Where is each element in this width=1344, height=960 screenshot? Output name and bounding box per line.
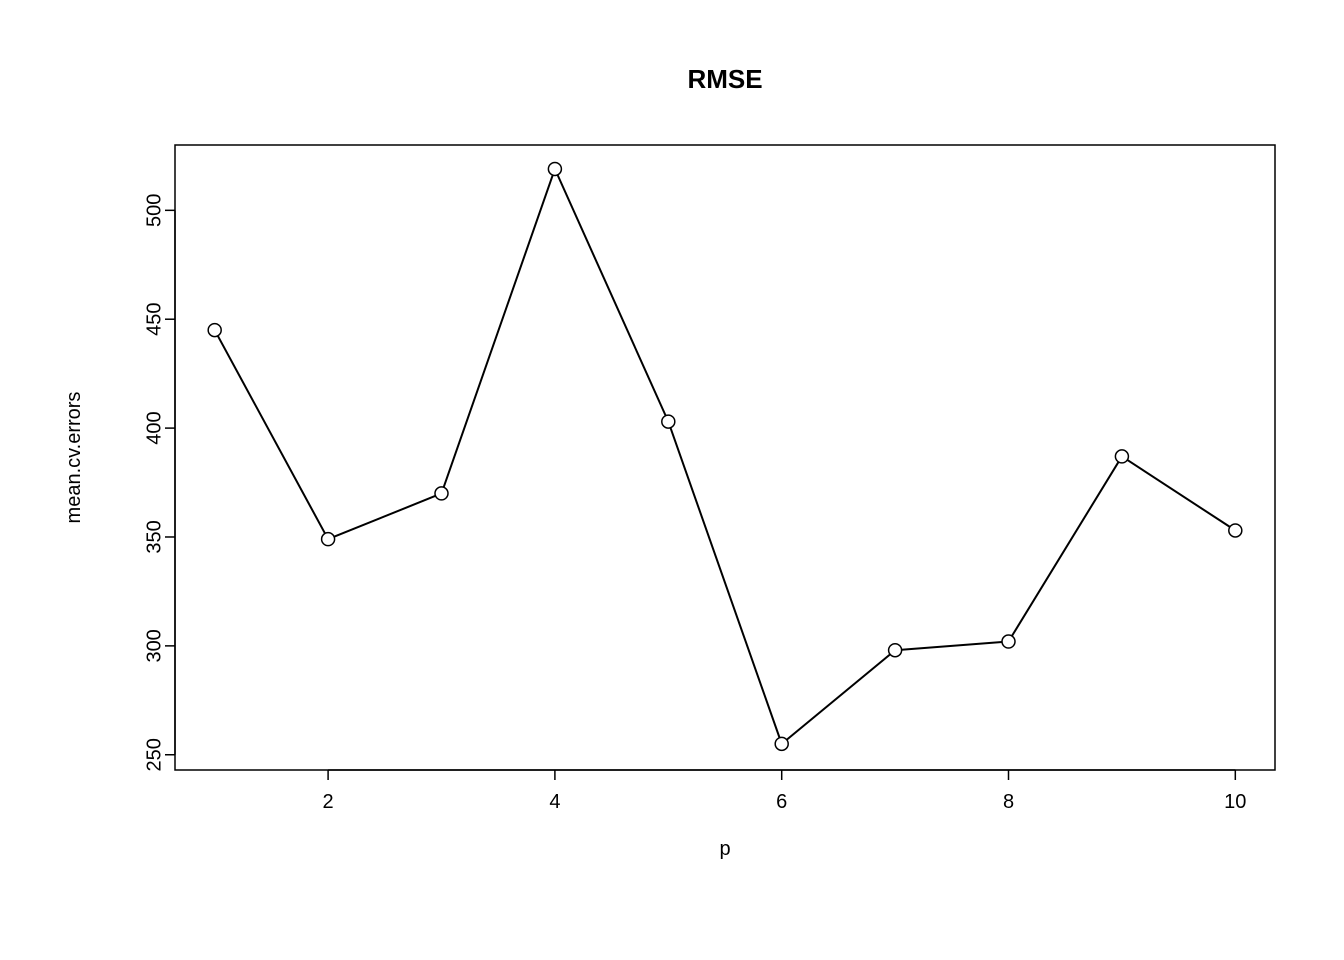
y-tick-label: 450 — [143, 303, 165, 336]
data-point-marker — [548, 162, 561, 175]
data-point-marker — [775, 737, 788, 750]
x-axis-label: p — [719, 838, 730, 860]
data-point-marker — [662, 415, 675, 428]
y-tick-label: 300 — [143, 629, 165, 662]
x-tick-label: 4 — [549, 791, 560, 813]
y-axis-label: mean.cv.errors — [63, 392, 85, 524]
y-tick-label: 350 — [143, 520, 165, 553]
data-line-segment — [787, 654, 890, 739]
data-line-segment — [444, 175, 553, 487]
x-tick-label: 2 — [323, 791, 334, 813]
rmse-chart: 2 4 6 8 10 250 300 350 400 450 500 RMSE p mean.cv.err… — [0, 0, 1344, 960]
data-point-marker — [1229, 524, 1242, 537]
chart-title: RMSE — [687, 64, 762, 94]
data-line-segment — [1127, 460, 1230, 527]
data-line-segment — [334, 496, 435, 537]
x-tick-label: 6 — [776, 791, 787, 813]
plot-border — [175, 145, 1275, 770]
x-tick-label: 10 — [1224, 791, 1246, 813]
data-point-marker — [889, 644, 902, 657]
data-line-segment — [558, 175, 666, 416]
y-tick-label: 500 — [143, 194, 165, 227]
data-line-segment — [218, 336, 325, 534]
data-point-marker — [435, 487, 448, 500]
chart-container: 2 4 6 8 10 250 300 350 400 450 500 RMSE p mean.cv.err… — [0, 0, 1344, 960]
data-point-marker — [1002, 635, 1015, 648]
x-tick-label: 8 — [1003, 791, 1014, 813]
data-point-marker — [208, 324, 221, 337]
y-tick-label: 400 — [143, 411, 165, 444]
data-line-segment — [902, 642, 1002, 650]
y-tick-label: 250 — [143, 738, 165, 771]
data-line-segment — [670, 428, 779, 738]
data-point-marker — [1115, 450, 1128, 463]
data-point-marker — [322, 533, 335, 546]
data-line-segment — [1012, 462, 1119, 636]
